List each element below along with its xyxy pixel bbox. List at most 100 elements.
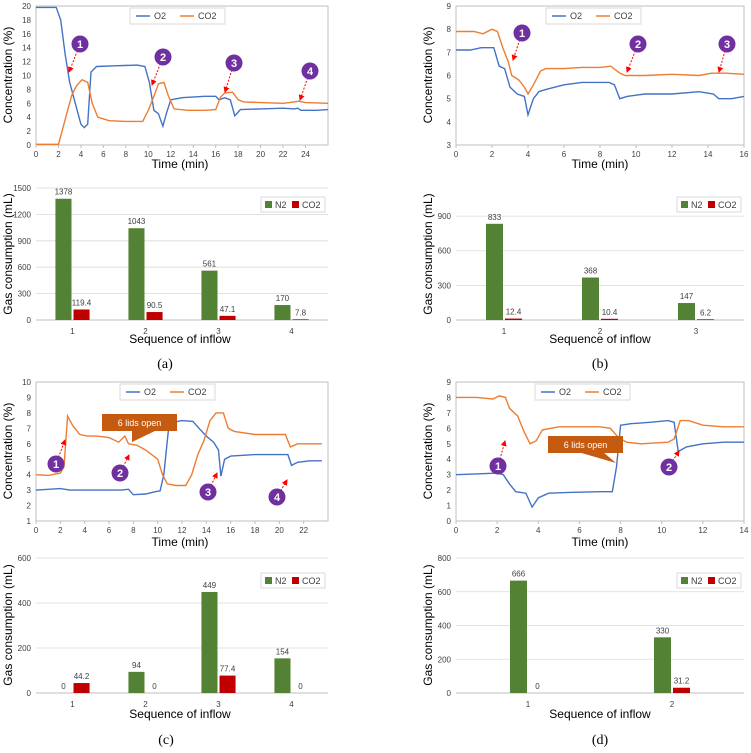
c_bar-legend-co2-swatch <box>292 577 299 584</box>
a_line-xtick-label: 0 <box>34 150 39 159</box>
a_line-ytick-label: 8 <box>27 85 32 94</box>
a_line-ytick-label: 18 <box>22 16 31 25</box>
d_line-ytick-label: 1 <box>447 502 452 511</box>
d_line-ytick-label: 6 <box>447 424 452 433</box>
b_bar-bar-n2 <box>486 223 503 320</box>
b_bar-data-label-n2: 147 <box>680 292 694 301</box>
c_bar-category-label: 3 <box>216 700 221 709</box>
a_line-marker-label: 4 <box>307 66 314 78</box>
a_bar-data-label-co2: 90.5 <box>147 301 163 310</box>
d_line-ytick-label: 9 <box>447 378 452 387</box>
a_line-marker-circle <box>154 48 172 66</box>
a_line-xtick-label: 14 <box>189 150 198 159</box>
d_bar-ytick-label: 800 <box>438 554 452 563</box>
b_bar-bar-co2 <box>601 318 618 320</box>
b_bar-bar-co2 <box>697 319 714 320</box>
b_bar-bar-co2 <box>505 318 522 320</box>
a_line-ytick-label: 10 <box>22 72 31 81</box>
c_line-ytick-label: 8 <box>27 409 32 418</box>
c_line-xtick-label: 12 <box>178 526 187 535</box>
b_bar-data-label-co2: 6.2 <box>700 308 712 317</box>
d_line-xaxis-title: Time (min) <box>572 535 629 549</box>
b_bar-xaxis-title: Sequence of inflow <box>549 332 651 346</box>
b_line-xtick-label: 16 <box>740 150 749 159</box>
d_bar-legend-n2-label: N2 <box>691 576 703 586</box>
d_line-xtick-label: 0 <box>454 526 459 535</box>
c_bar-category-label: 2 <box>143 700 148 709</box>
c_bar-ytick-label: 400 <box>18 599 32 608</box>
d_line-xtick-label: 4 <box>536 526 541 535</box>
a_line-xtick-label: 18 <box>234 150 243 159</box>
d-callout-pointer <box>578 452 616 463</box>
d_bar-bar-n2 <box>510 580 527 693</box>
c_line-marker-circle <box>47 455 65 473</box>
d_line-series-o2 <box>455 419 744 509</box>
a_bar-legend-co2-swatch <box>292 201 299 208</box>
b_bar-category-label: 2 <box>598 327 603 336</box>
b_line-marker-circle <box>513 24 531 42</box>
b_bar-legend-co2-label: CO2 <box>718 200 737 210</box>
d_bar-legend-n2-swatch <box>681 577 688 584</box>
c_bar-data-label-co2: 77.4 <box>220 665 236 674</box>
c_line-xtick-label: 20 <box>275 526 284 535</box>
b_bar-bar-n2 <box>678 303 695 320</box>
b_line-yaxis-title: Concentration (%) <box>421 27 435 124</box>
d_line-marker-label: 1 <box>495 461 501 473</box>
d_line-ytick-label: 7 <box>447 409 452 418</box>
c_line-yaxis-title: Concentration (%) <box>1 403 15 500</box>
a_line-ytick-label: 4 <box>27 113 32 122</box>
d_line-yaxis-title: Concentration (%) <box>421 403 435 500</box>
b_line-ytick-label: 3 <box>447 141 452 150</box>
a_bar-yaxis-title: Gas consumption (mL) <box>1 193 15 314</box>
d_bar-bar-n2 <box>654 637 671 693</box>
c_line-series-co2 <box>35 412 322 487</box>
c_line-xtick-label: 0 <box>34 526 39 535</box>
c_bar-data-label-co2: 0 <box>298 682 303 691</box>
b_bar-legend-n2-label: N2 <box>691 200 703 210</box>
b_line-xtick-label: 14 <box>704 150 713 159</box>
c_bar-data-label-n2: 449 <box>203 581 217 590</box>
c_line-xtick-label: 22 <box>299 526 308 535</box>
d_line-marker-label: 2 <box>666 462 672 474</box>
c_bar-data-label-co2: 0 <box>152 682 157 691</box>
d_line-xtick-label: 10 <box>657 526 666 535</box>
c_bar-data-label-co2: 44.2 <box>74 672 90 681</box>
c_bar-legend-co2-label: CO2 <box>302 576 321 586</box>
d_bar-yaxis-title: Gas consumption (mL) <box>421 564 435 685</box>
b_bar-ytick-label: 0 <box>447 316 452 325</box>
a_bar-bar-n2 <box>274 305 291 320</box>
a_bar-data-label-co2: 119.4 <box>72 298 92 307</box>
c_bar-data-label-n2: 94 <box>132 661 141 670</box>
a_bar-bar-n2 <box>55 198 72 320</box>
b_line-ytick-label: 7 <box>447 48 452 57</box>
d_line-ytick-label: 0 <box>447 517 452 526</box>
d_line-legend-o2-label: O2 <box>559 387 571 397</box>
d_bar-data-label-n2: 666 <box>512 570 526 579</box>
a_bar-category-label: 2 <box>143 327 148 336</box>
a_line-yaxis-title: Concentration (%) <box>1 27 15 124</box>
a_bar-category-label: 3 <box>216 327 221 336</box>
a_line-ytick-label: 14 <box>22 44 31 53</box>
d_line-ytick-label: 4 <box>447 455 452 464</box>
c_line-ytick-label: 5 <box>27 455 32 464</box>
c_line-marker-circle <box>199 483 217 501</box>
panel-label: (d) <box>592 733 609 748</box>
d-callout-box <box>548 436 623 453</box>
d_line-marker-circle <box>660 458 678 476</box>
c_bar-bar-n2 <box>274 658 291 693</box>
d_bar-category-label: 1 <box>526 700 531 709</box>
a_line-ytick-label: 2 <box>27 127 32 136</box>
c-callout-label: 6 lids open <box>118 418 162 428</box>
c_line-ytick-label: 6 <box>27 440 32 449</box>
c_line-ytick-label: 1 <box>27 517 32 526</box>
panel-label: (a) <box>157 357 173 372</box>
b_line-xtick-label: 12 <box>668 150 677 159</box>
d_bar-xaxis-title: Sequence of inflow <box>549 707 651 721</box>
panel-label: (c) <box>158 733 174 748</box>
a_line-marker-circle <box>225 54 243 72</box>
a_bar-bar-co2 <box>292 319 309 320</box>
a_bar-legend-n2-swatch <box>265 201 272 208</box>
d_line-ytick-label: 8 <box>447 393 452 402</box>
a_line-ytick-label: 6 <box>27 99 32 108</box>
